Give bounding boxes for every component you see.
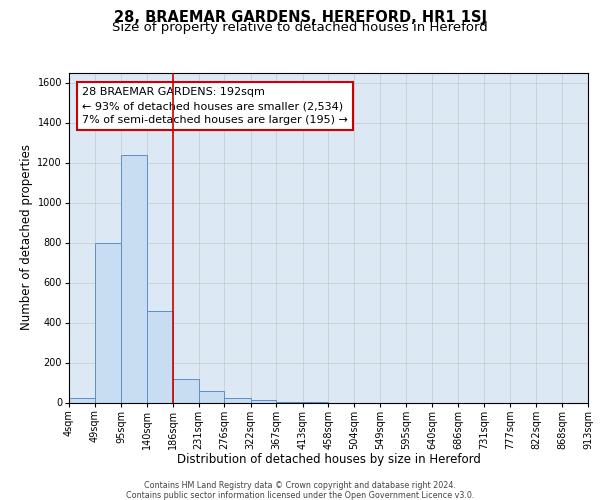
- Y-axis label: Number of detached properties: Number of detached properties: [20, 144, 33, 330]
- Bar: [95, 242, 121, 402]
- Bar: [146, 310, 173, 402]
- Text: Contains public sector information licensed under the Open Government Licence v3: Contains public sector information licen…: [126, 490, 474, 500]
- Text: Contains HM Land Registry data © Crown copyright and database right 2024.: Contains HM Land Registry data © Crown c…: [144, 482, 456, 490]
- Bar: [224, 398, 251, 402]
- Bar: [199, 390, 224, 402]
- Text: 28 BRAEMAR GARDENS: 192sqm
← 93% of detached houses are smaller (2,534)
7% of se: 28 BRAEMAR GARDENS: 192sqm ← 93% of deta…: [82, 88, 348, 126]
- Text: Size of property relative to detached houses in Hereford: Size of property relative to detached ho…: [112, 22, 488, 35]
- Bar: [251, 400, 276, 402]
- Bar: [121, 154, 146, 402]
- Bar: [69, 398, 95, 402]
- Text: 28, BRAEMAR GARDENS, HEREFORD, HR1 1SJ: 28, BRAEMAR GARDENS, HEREFORD, HR1 1SJ: [113, 10, 487, 25]
- Bar: [173, 378, 199, 402]
- X-axis label: Distribution of detached houses by size in Hereford: Distribution of detached houses by size …: [176, 453, 481, 466]
